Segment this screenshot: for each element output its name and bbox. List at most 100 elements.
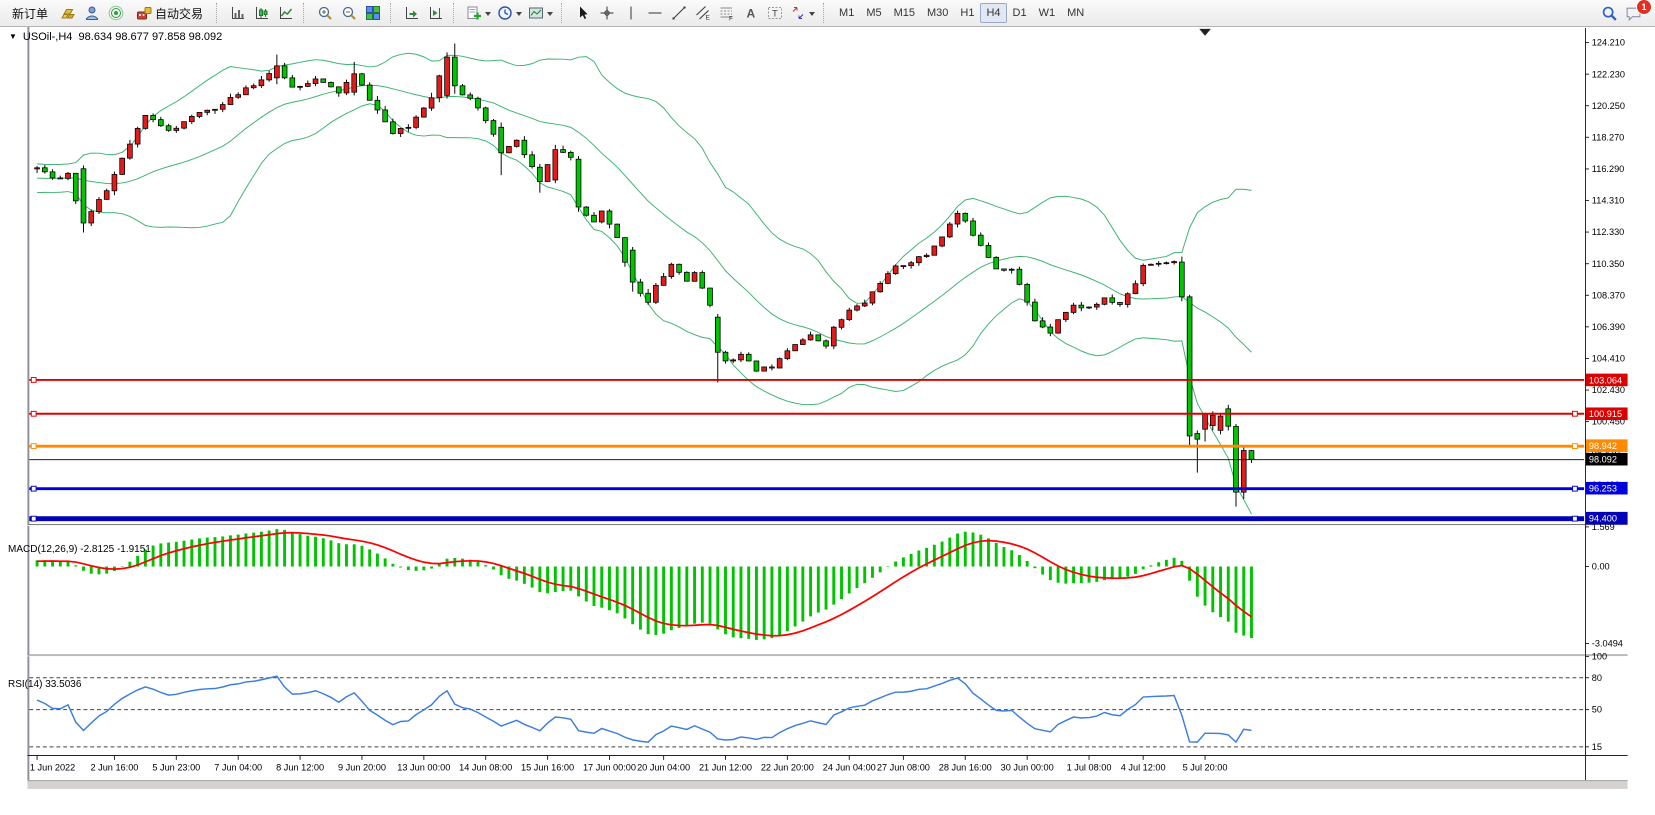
line-chart-button[interactable] [274, 2, 298, 24]
accounts-button[interactable] [80, 2, 104, 24]
new-chart-button[interactable] [463, 2, 494, 24]
chart-plot-area[interactable] [29, 28, 1584, 755]
svg-text:20 Jun 04:00: 20 Jun 04:00 [637, 763, 690, 773]
chevron-down-icon[interactable]: ▼ [9, 32, 17, 41]
horizontal-price-line[interactable] [29, 485, 1585, 492]
arrows-button[interactable] [787, 2, 818, 24]
timeframe-m5-button[interactable]: M5 [860, 3, 887, 23]
timeframe-h4-button[interactable]: H4 [980, 3, 1007, 23]
search-button[interactable] [1597, 2, 1621, 24]
horizontal-price-line[interactable] [29, 410, 1585, 417]
channel-icon: E [696, 6, 711, 22]
vertical-line-button[interactable] [619, 2, 643, 24]
trendline-button[interactable] [667, 2, 691, 24]
chart-shift-button[interactable] [424, 2, 448, 24]
horizontal-price-line[interactable] [29, 515, 1585, 522]
price-line-value-box: 96.253 [1586, 481, 1628, 495]
timeframe-h1-button[interactable]: H1 [954, 3, 980, 23]
chart-canvas[interactable]: 124.210 122.230 120.250 118.270 116.290 114.3… [0, 27, 1655, 815]
new-order-button[interactable]: 新订单 [4, 2, 56, 24]
new-chart-icon [467, 6, 482, 20]
svg-text:30 Jun 00:00: 30 Jun 00:00 [1001, 763, 1054, 773]
line-drag-handle [1571, 485, 1578, 492]
svg-text:100.915: 100.915 [1589, 409, 1622, 419]
fibonacci-button[interactable]: F [715, 2, 739, 24]
notification-badge[interactable]: 1 [1636, 0, 1652, 15]
zoom-in-icon [318, 6, 332, 20]
market-quotes-button[interactable] [56, 2, 80, 24]
svg-text:80: 80 [1592, 673, 1602, 683]
svg-text:13 Jun 00:00: 13 Jun 00:00 [397, 763, 450, 773]
timeframe-mn-button[interactable]: MN [1061, 3, 1090, 23]
time-axis[interactable]: 1 Jun 2022 2 Jun 16:00 5 Jun 23:00 7 Jun 04… [30, 756, 1228, 773]
fibonacci-icon: F [720, 7, 733, 21]
svg-text:50: 50 [1592, 705, 1602, 715]
timeframe-m30-button[interactable]: M30 [921, 3, 954, 23]
svg-text:116.290: 116.290 [1592, 164, 1624, 174]
toolbar-separator [453, 3, 458, 23]
auto-scroll-icon [406, 7, 419, 19]
svg-text:106.390: 106.390 [1592, 322, 1625, 332]
timeframe-d1-button[interactable]: D1 [1007, 3, 1033, 23]
rsi-axis[interactable]: 100 80 50 15 [1585, 652, 1607, 752]
line-drag-handle [30, 410, 37, 417]
auto-trading-button[interactable]: 自动交易 [128, 2, 211, 24]
svg-text:14 Jun 08:00: 14 Jun 08:00 [459, 763, 512, 773]
line-drag-handle [1571, 443, 1578, 450]
cursor-button[interactable] [571, 2, 595, 24]
text-label-button[interactable]: T [763, 2, 787, 24]
text-label-icon: T [768, 7, 783, 20]
svg-text:120.250: 120.250 [1592, 101, 1625, 111]
svg-text:1 Jun 2022: 1 Jun 2022 [30, 763, 75, 773]
svg-text:100: 100 [1592, 652, 1607, 662]
price-line-value-box: 98.942 [1586, 439, 1628, 452]
horizontal-price-line[interactable] [29, 443, 1585, 450]
signal-sonar-icon [108, 5, 124, 21]
svg-text:102.430: 102.430 [1592, 385, 1625, 395]
signals-button[interactable] [104, 2, 128, 24]
templates-button[interactable] [525, 2, 556, 24]
rsi-line [36, 675, 1252, 744]
text-button[interactable]: A [739, 2, 763, 24]
periods-button[interactable] [494, 2, 525, 24]
dropdown-caret-icon [516, 11, 523, 19]
macd-axis[interactable]: 1.569 0.00 -3.0494 [1585, 522, 1623, 649]
price-line-value-box: 98.092 [1586, 452, 1628, 466]
trendline-icon [672, 6, 686, 20]
bollinger-upper-band [37, 52, 1252, 304]
svg-text:15: 15 [1592, 742, 1602, 752]
horizontal-line-button[interactable] [643, 2, 667, 24]
zoom-in-button[interactable] [313, 2, 337, 24]
line-chart-icon [280, 7, 293, 19]
crosshair-button[interactable] [595, 2, 619, 24]
line-drag-handle [30, 377, 37, 383]
chart-title-text: USOil-,H4 98.634 98.677 97.858 98.092 [22, 31, 223, 43]
svg-text:15 Jun 16:00: 15 Jun 16:00 [521, 763, 574, 773]
line-drag-handle [30, 515, 37, 522]
svg-text:5 Jul 20:00: 5 Jul 20:00 [1183, 763, 1228, 773]
chart-shift-marker[interactable] [1199, 28, 1211, 36]
svg-text:7 Jun 04:00: 7 Jun 04:00 [214, 763, 262, 773]
svg-text:9 Jun 20:00: 9 Jun 20:00 [338, 763, 386, 773]
equidistant-channel-button[interactable]: E [691, 2, 715, 24]
horizontal-price-line[interactable] [29, 377, 1585, 383]
svg-text:0.00: 0.00 [1592, 562, 1610, 572]
timeframe-m1-button[interactable]: M1 [833, 3, 860, 23]
svg-text:103.064: 103.064 [1589, 375, 1622, 385]
timeframe-w1-button[interactable]: W1 [1033, 3, 1062, 23]
candlestick-chart-button[interactable] [250, 2, 274, 24]
bollinger-middle-band [37, 84, 1252, 353]
chart-background [27, 27, 1628, 789]
svg-text:17 Jun 00:00: 17 Jun 00:00 [583, 763, 636, 773]
svg-text:24 Jun 04:00: 24 Jun 04:00 [823, 763, 876, 773]
timeframe-m15-button[interactable]: M15 [888, 3, 921, 23]
bar-chart-button[interactable] [226, 2, 250, 24]
dropdown-caret-icon [809, 11, 816, 19]
svg-text:E: E [706, 15, 711, 22]
cursor-arrow-icon [580, 6, 588, 19]
zoom-out-button[interactable] [337, 2, 361, 24]
chart-shift-icon [430, 7, 443, 19]
auto-scroll-button[interactable] [400, 2, 424, 24]
svg-text:A: A [747, 7, 756, 21]
tile-windows-button[interactable] [361, 2, 385, 24]
